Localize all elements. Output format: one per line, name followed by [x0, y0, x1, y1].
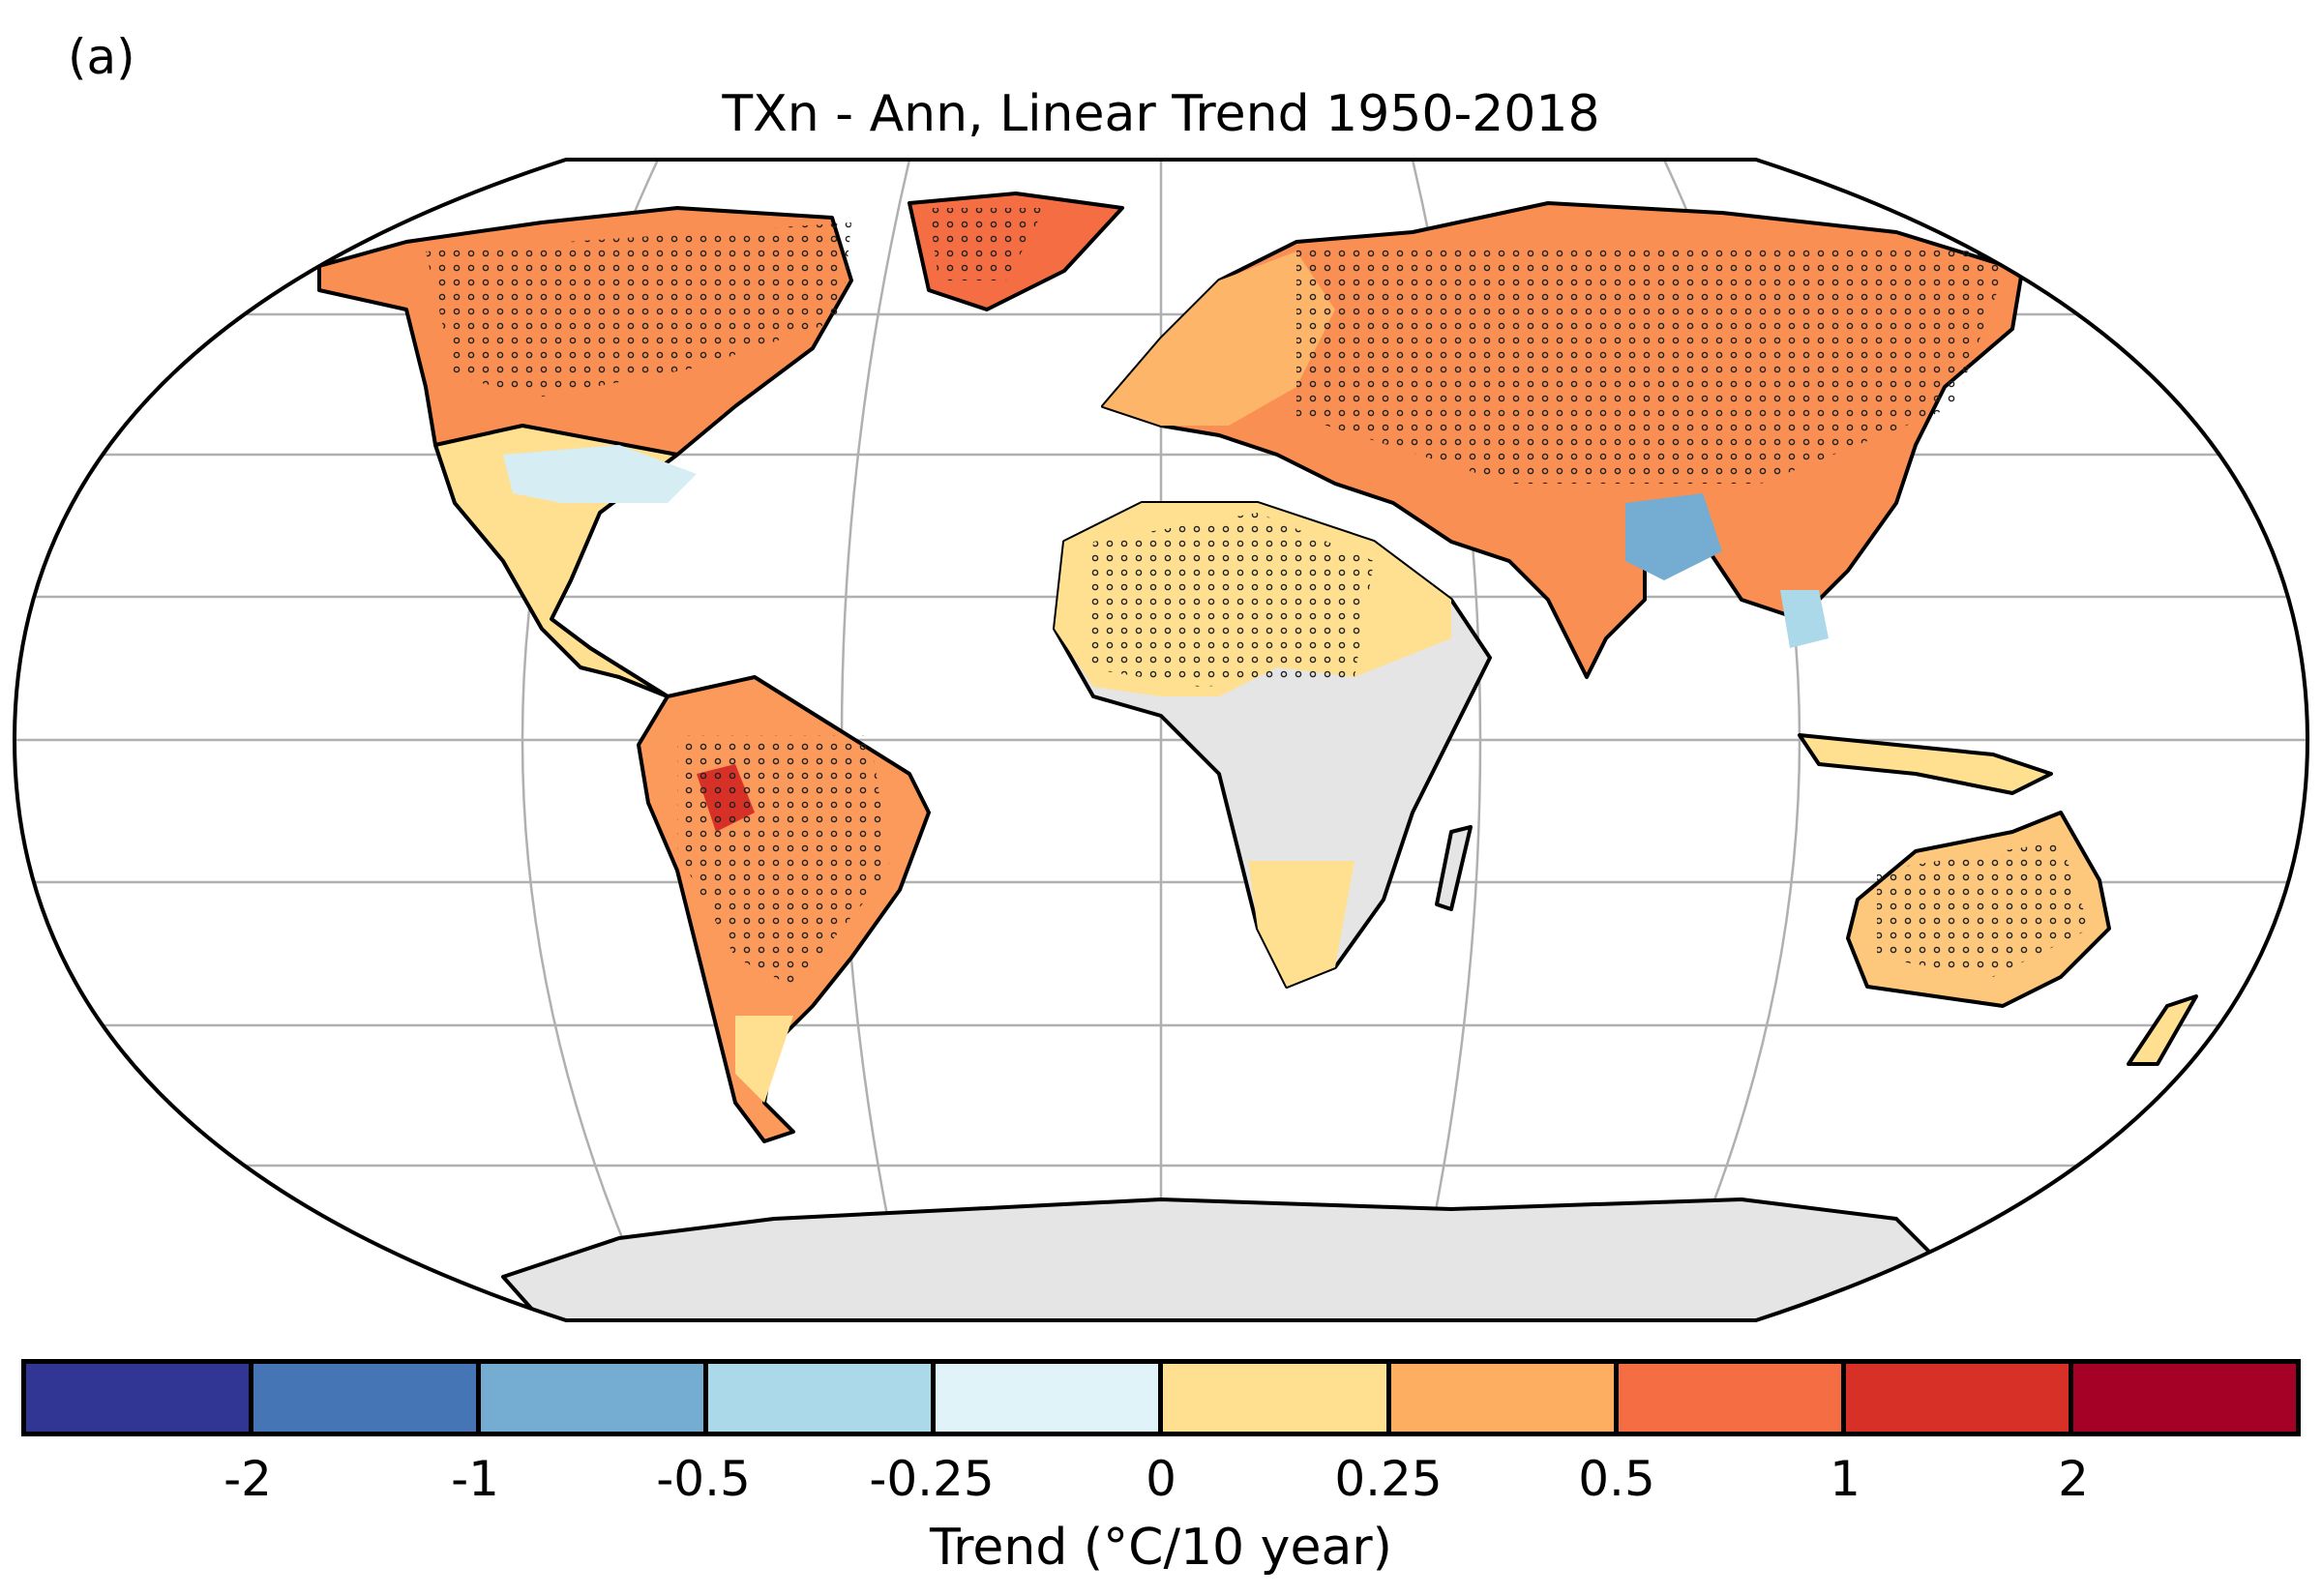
tick-label: 0.5: [1578, 1451, 1655, 1507]
world-map: [12, 158, 2310, 1322]
tick-label: 1: [1830, 1451, 1861, 1507]
colorbar-swatch-2: [481, 1364, 709, 1432]
panel-label: (a): [68, 29, 135, 85]
colorbar-swatch-7: [1618, 1364, 1846, 1432]
significance-stippling: [426, 208, 2090, 987]
colorbar-swatch-5: [1163, 1364, 1391, 1432]
colorbar-swatch-0: [26, 1364, 254, 1432]
europe-warm: [1103, 251, 1335, 426]
colorbar-swatch-9: [2072, 1364, 2296, 1432]
tick-label: -0.5: [656, 1451, 751, 1507]
colorbar-swatch-1: [253, 1364, 482, 1432]
tick-label: -2: [223, 1451, 272, 1507]
southern-africa: [1248, 861, 1354, 987]
tick-label: 0.25: [1334, 1451, 1443, 1507]
colorbar: [21, 1359, 2301, 1436]
colorbar-swatch-8: [1845, 1364, 2073, 1432]
colorbar-label: Trend (°C/10 year): [930, 1519, 1392, 1577]
colorbar-swatch-4: [936, 1364, 1164, 1432]
globe-border: [12, 158, 2310, 1322]
tick-label: 0: [1146, 1451, 1176, 1507]
indonesia: [1798, 733, 2053, 795]
colorbar-swatch-6: [1390, 1364, 1619, 1432]
antarctica: [501, 1197, 1937, 1320]
patagonia: [735, 1016, 793, 1103]
india-china-cool: [1625, 493, 1722, 580]
southeast-asia-cool: [1780, 590, 1829, 648]
new-zealand: [2127, 994, 2198, 1066]
tick-label: -1: [451, 1451, 499, 1507]
tick-label: 2: [2058, 1451, 2089, 1507]
usa-cool-zone: [503, 445, 697, 503]
tick-label: -0.25: [869, 1451, 995, 1507]
map-title: TXn - Ann, Linear Trend 1950-2018: [722, 85, 1600, 143]
colorbar-swatch-3: [708, 1364, 937, 1432]
madagascar: [1435, 825, 1473, 911]
